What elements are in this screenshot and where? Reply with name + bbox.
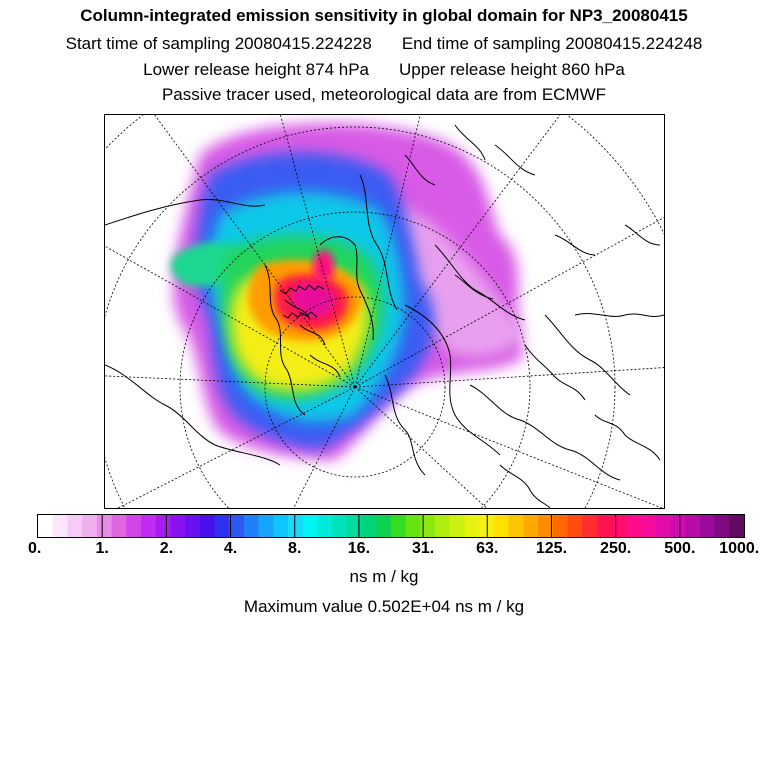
colorbar-swatch xyxy=(243,515,260,537)
colorbar-swatches xyxy=(38,515,744,537)
colorbar-swatch xyxy=(376,515,392,537)
lower-release-height: Lower release height 874 hPa xyxy=(143,60,369,79)
colorbar-swatch xyxy=(346,515,363,537)
colorbar-swatch xyxy=(185,515,201,537)
coastlines xyxy=(105,124,664,508)
maximum-value: Maximum value 0.502E+04 ns m / kg xyxy=(243,597,525,616)
colorbar-tick-label: 2. xyxy=(159,540,174,557)
colorbar-tick-labels: 0. 1. 2. 4. 8. 16. 31. 63. 125. 250. 500. 1000. xyxy=(0,540,768,562)
colorbar-swatch xyxy=(493,515,510,537)
colorbar-swatch xyxy=(155,515,171,537)
colorbar-swatch xyxy=(52,515,69,537)
end-time: End time of sampling 20080415.224248 xyxy=(401,34,703,53)
colorbar-swatch xyxy=(214,515,230,537)
upper-release-height: Upper release height 860 hPa xyxy=(399,60,625,79)
colorbar-units: ns m / kg xyxy=(349,567,419,586)
colorbar-swatch xyxy=(523,515,539,537)
colorbar-tick-label: 8. xyxy=(288,540,302,557)
colorbar-swatch xyxy=(464,515,480,537)
colorbar-swatch xyxy=(96,515,113,537)
colorbar-swatch xyxy=(420,515,436,537)
colorbar-tick-label: 16. xyxy=(347,540,371,557)
colorbar-swatch xyxy=(140,515,157,537)
colorbar-swatch xyxy=(38,515,54,537)
polar-projection xyxy=(105,115,664,508)
colorbar-swatch xyxy=(82,515,98,537)
colorbar-swatch xyxy=(170,515,186,537)
colorbar-swatch xyxy=(435,515,451,537)
colorbar-tick-label: 63. xyxy=(476,540,499,557)
sampling-time-line: Start time of sampling 20080415.224228 En… xyxy=(0,34,768,54)
colorbar-swatch xyxy=(699,515,716,537)
colorbar-swatch xyxy=(111,515,127,537)
colorbar-swatch xyxy=(288,515,304,537)
colorbar-tick-label: 4. xyxy=(223,540,238,557)
colorbar-swatch xyxy=(552,515,569,537)
colorbar-swatch xyxy=(611,515,627,537)
colorbar-swatch xyxy=(538,515,554,537)
colorbar-tick-label: 250. xyxy=(600,540,632,557)
release-height-line: Lower release height 874 hPa Upper releas… xyxy=(0,60,768,80)
colorbar-swatch xyxy=(596,515,613,537)
emission-sensitivity-map xyxy=(104,114,665,509)
lat-lon-graticule xyxy=(105,115,664,508)
colorbar-swatch xyxy=(626,515,642,537)
colorbar-swatch xyxy=(258,515,274,537)
colorbar-swatch xyxy=(449,515,466,537)
colorbar-swatch xyxy=(199,515,216,537)
sensitivity-field xyxy=(170,123,525,460)
start-time: Start time of sampling 20080415.224228 xyxy=(65,34,372,53)
colorbar-swatch xyxy=(729,515,744,537)
colorbar-swatch xyxy=(332,515,348,537)
colorbar-swatch xyxy=(567,515,583,537)
colorbar-swatch xyxy=(229,515,245,537)
colorbar-tick-label: 1. xyxy=(95,540,109,557)
colorbar-swatch xyxy=(126,515,142,537)
colorbar-tick-label: 31. xyxy=(411,540,435,557)
colorbar-tick-label: 125. xyxy=(535,540,568,557)
tracer-note: Passive tracer used, meteorological data… xyxy=(161,85,607,104)
colorbar-swatch xyxy=(508,515,524,537)
colorbar-swatch xyxy=(714,515,730,537)
colorbar-swatch xyxy=(391,515,407,537)
colorbar-swatch xyxy=(273,515,289,537)
colorbar-swatch xyxy=(582,515,598,537)
colorbar-swatch xyxy=(317,515,333,537)
colorbar-swatch xyxy=(67,515,83,537)
map-title: Column-integrated emission sensitivity i… xyxy=(80,6,688,25)
colorbar-swatch xyxy=(641,515,657,537)
colorbar-tick-label: 1000. xyxy=(719,540,760,557)
colorbar-tick-label: 500. xyxy=(664,540,696,557)
colorbar-swatch xyxy=(405,515,422,537)
colorbar-tick-label: 0. xyxy=(27,540,42,557)
colorbar-swatch xyxy=(302,515,319,537)
colorbar xyxy=(37,514,745,538)
colorbar-swatch xyxy=(361,515,377,537)
colorbar-swatch xyxy=(655,515,672,537)
colorbar-swatch xyxy=(670,515,686,537)
colorbar-swatch xyxy=(685,515,701,537)
